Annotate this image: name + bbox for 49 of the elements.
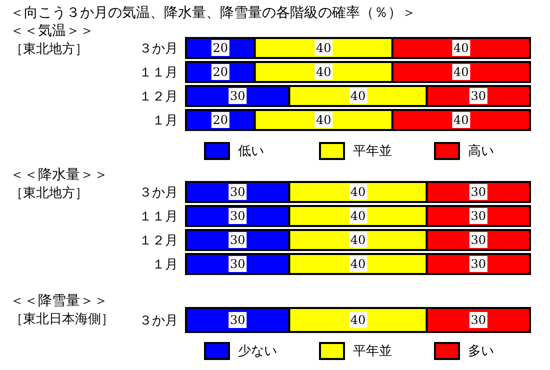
data-label: 30 (470, 233, 486, 247)
data-label: 40 (350, 89, 366, 103)
data-label: 40 (316, 41, 332, 55)
data-label: 40 (454, 65, 469, 79)
data-label: 20 (212, 41, 228, 55)
y-tick-label: １２月 (139, 90, 178, 105)
legend-label: 低い (238, 143, 264, 160)
data-label: 30 (230, 257, 246, 271)
data-label: 40 (350, 313, 366, 327)
data-label: 40 (454, 113, 469, 127)
data-label: 40 (316, 113, 332, 127)
legend-label: 平年並 (353, 343, 392, 360)
data-label: 40 (350, 209, 366, 223)
data-label: 30 (230, 233, 246, 247)
data-label: 40 (350, 233, 366, 247)
y-tick-label: １１月 (139, 66, 178, 81)
text: ＜＜降水量＞＞ (10, 166, 108, 184)
data-label: 40 (350, 257, 366, 271)
data-label: 30 (230, 209, 246, 223)
y-tick-label: １月 (152, 114, 178, 129)
text: ［東北地方］ (10, 185, 88, 202)
text: ＜＜降雪量＞＞ (10, 292, 108, 310)
data-label: 30 (470, 257, 486, 271)
data-label: 30 (470, 185, 486, 199)
legend-label: 高い (468, 143, 494, 160)
text: ［東北日本海側］ (10, 311, 114, 328)
legend-label: 多い (468, 343, 494, 360)
data-label: 30 (470, 209, 486, 223)
y-tick-label: １１月 (139, 210, 178, 225)
data-label: 20 (212, 113, 228, 127)
data-label: 40 (350, 185, 366, 199)
y-tick-label: ３か月 (139, 42, 178, 57)
y-tick-label: ３か月 (139, 186, 178, 201)
text: ＜＜気温＞＞ (10, 22, 94, 40)
chart-title: ＜向こう３か月の気温、降水量、降雪量の各階級の確率（％）＞ (10, 4, 416, 22)
y-tick-label: ３か月 (139, 314, 178, 329)
data-label: 30 (230, 313, 246, 327)
data-label: 40 (454, 41, 469, 55)
data-label: 40 (316, 65, 332, 79)
data-label: 20 (212, 65, 228, 79)
data-label: 30 (470, 313, 486, 327)
data-label: 30 (230, 89, 246, 103)
y-tick-label: １２月 (139, 234, 178, 249)
data-label: 30 (470, 89, 486, 103)
text: ［東北地方］ (10, 41, 88, 58)
y-tick-label: １月 (152, 258, 178, 273)
legend-label: 少ない (238, 343, 277, 360)
legend-label: 平年並 (353, 143, 392, 160)
data-label: 30 (230, 185, 246, 199)
